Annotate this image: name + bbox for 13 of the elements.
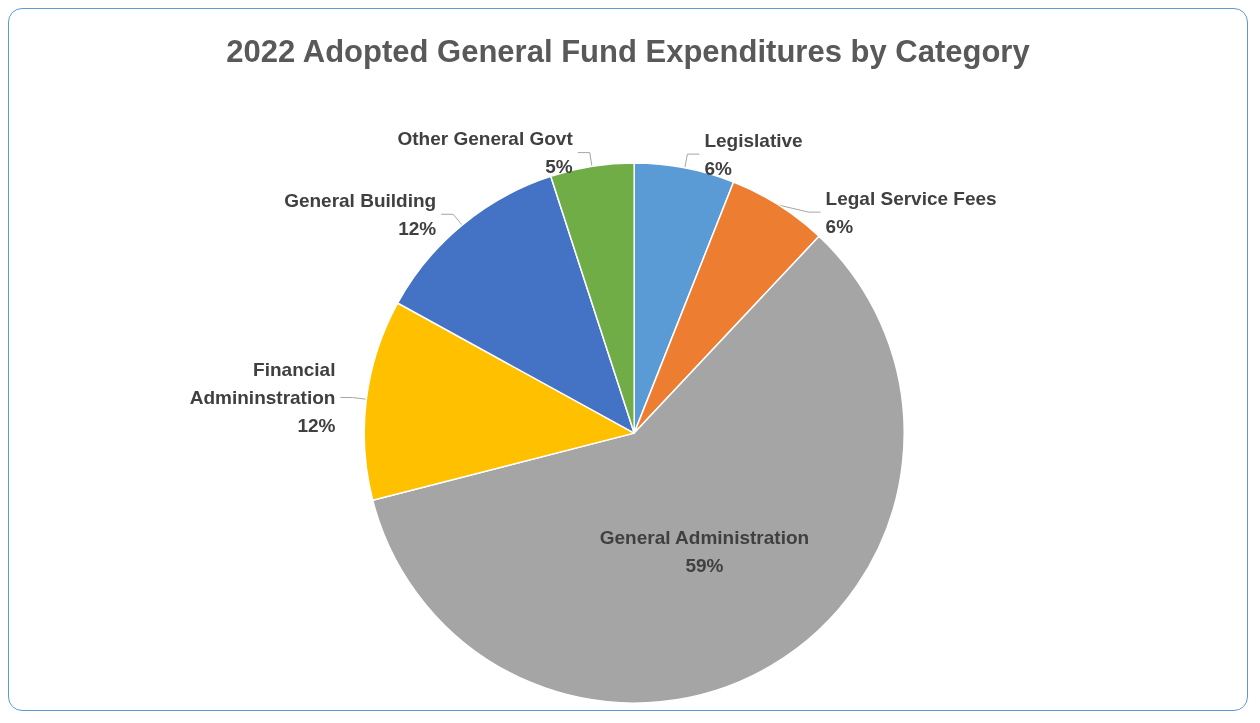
chart-title: 2022 Adopted General Fund Expenditures by Category	[226, 34, 1031, 69]
data-label: 59%	[685, 555, 724, 577]
slice-label: General Building	[284, 189, 437, 211]
slice-label: General Administration	[599, 527, 810, 549]
data-label: 5%	[545, 156, 573, 178]
slice-label: Financial Admininstration	[189, 359, 336, 409]
slice-label: Other General Govt	[397, 128, 574, 150]
slice-label: Legal Service Fees	[825, 187, 997, 209]
data-label: 6%	[825, 215, 854, 237]
data-label: 12%	[398, 217, 437, 239]
slice-label: Legislative	[704, 129, 803, 151]
data-label: 6%	[704, 157, 732, 179]
data-label: 12%	[297, 415, 336, 437]
